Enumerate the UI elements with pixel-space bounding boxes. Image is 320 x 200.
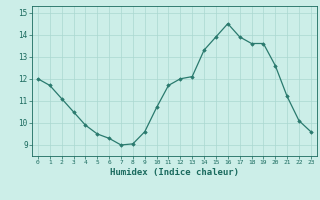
X-axis label: Humidex (Indice chaleur): Humidex (Indice chaleur) bbox=[110, 168, 239, 177]
